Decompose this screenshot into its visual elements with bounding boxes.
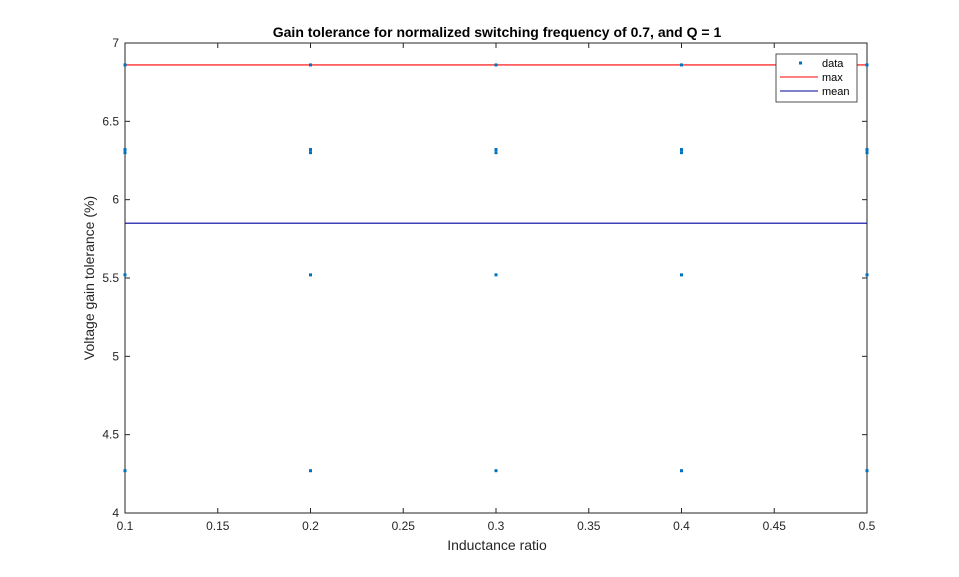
- x-tick-label: 0.35: [577, 519, 601, 533]
- data-point: [865, 469, 869, 473]
- y-axis-label: Voltage gain tolerance (%): [81, 196, 97, 360]
- x-tick-label: 0.4: [673, 519, 690, 533]
- plot-area: 0.1 0.15 0.2 0.25 0.3 0.35 0.4 0.45 0.5 4 4.5 5 5.5 6…: [102, 36, 875, 533]
- x-tick-label: 0.3: [488, 519, 505, 533]
- data-point: [680, 63, 683, 67]
- data-point: [680, 273, 683, 277]
- y-tick-label: 4.5: [102, 428, 119, 442]
- axes-box: [124, 42, 868, 514]
- data-point: [865, 63, 869, 67]
- data-point: [865, 148, 869, 152]
- x-tick-label: 0.15: [206, 519, 230, 533]
- legend[interactable]: data max mean: [775, 53, 858, 103]
- data-point: [680, 148, 683, 152]
- data-point: [494, 273, 498, 277]
- data-point: [680, 469, 683, 473]
- data-point: [494, 63, 498, 67]
- data-point: [123, 273, 127, 277]
- data-point: [123, 469, 127, 473]
- x-tick-label: 0.45: [763, 519, 787, 533]
- data-point: [123, 148, 127, 152]
- data-point: [309, 148, 312, 152]
- data-point: [865, 273, 869, 277]
- x-axis-label: Inductance ratio: [447, 537, 547, 553]
- legend-label-mean: mean: [822, 86, 850, 98]
- data-point: [309, 469, 312, 473]
- data-point: [123, 63, 127, 67]
- data-point: [309, 63, 312, 67]
- chart-title: Gain tolerance for normalized switching …: [273, 24, 722, 40]
- y-tick-label: 6.5: [102, 114, 119, 128]
- data-point: [865, 151, 869, 155]
- data-point: [494, 151, 498, 155]
- data-point: [494, 469, 498, 473]
- legend-box: [775, 53, 858, 103]
- x-tick-label: 0.1: [117, 519, 134, 533]
- y-tick-label: 6: [112, 193, 119, 207]
- y-tick-label: 5: [112, 349, 119, 363]
- y-tick-label: 4: [112, 506, 119, 520]
- data-point: [680, 151, 683, 155]
- legend-marker-data: [799, 61, 802, 65]
- legend-label-data: data: [822, 58, 844, 70]
- x-tick-label: 0.25: [392, 519, 416, 533]
- y-tick-label: 7: [112, 36, 119, 50]
- x-tick-label: 0.2: [302, 519, 319, 533]
- data-point: [494, 148, 498, 152]
- y-tick-label: 5.5: [102, 271, 119, 285]
- x-tick-label: 0.5: [859, 519, 876, 533]
- data-point: [309, 151, 312, 155]
- data-point: [309, 273, 312, 277]
- legend-label-max: max: [822, 72, 843, 84]
- data-point: [123, 151, 127, 155]
